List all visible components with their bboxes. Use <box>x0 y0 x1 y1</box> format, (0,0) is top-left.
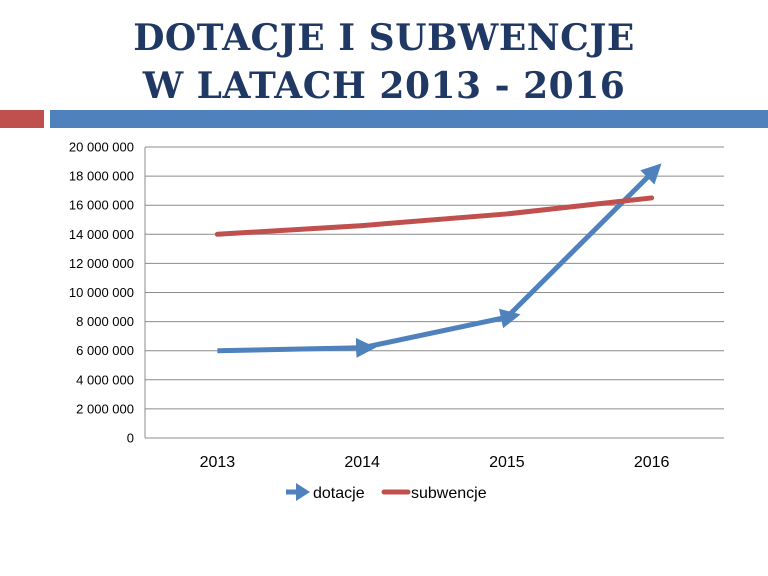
legend-label-dotacje: dotacje <box>313 485 365 502</box>
x-tick-label: 2015 <box>489 454 525 471</box>
accent-bar-left <box>0 110 44 128</box>
series-dotacje-segment <box>217 337 377 358</box>
y-tick-label: 0 <box>127 431 134 446</box>
y-tick-label: 14 000 000 <box>69 227 134 242</box>
y-tick-label: 2 000 000 <box>76 401 134 416</box>
title-line-2: W LATACH 2013 - 2016 <box>142 65 626 107</box>
y-tick-label: 10 000 000 <box>69 285 134 300</box>
x-tick-label: 2014 <box>344 454 380 471</box>
y-tick-label: 12 000 000 <box>69 256 134 271</box>
y-tick-label: 16 000 000 <box>69 198 134 213</box>
title-line-1: DOTACJE I SUBWENCJE <box>133 17 635 59</box>
y-tick-label: 18 000 000 <box>69 169 134 184</box>
x-tick-label: 2016 <box>634 454 670 471</box>
y-tick-label: 6 000 000 <box>76 343 134 358</box>
series-dotacje-segment <box>361 308 521 351</box>
slide-title: DOTACJE I SUBWENCJE W LATACH 2013 - 2016 <box>0 14 768 110</box>
y-tick-label: 8 000 000 <box>76 314 134 329</box>
x-tick-label: 2013 <box>200 454 236 471</box>
y-tick-label: 20 000 000 <box>69 140 134 155</box>
accent-bar-right <box>50 110 768 128</box>
series-subwencje-line <box>214 195 655 237</box>
legend-label-subwencje: subwencje <box>411 485 487 502</box>
y-tick-label: 4 000 000 <box>76 372 134 387</box>
series-dotacje-segment <box>505 163 662 320</box>
legend-arrow-icon <box>296 483 310 501</box>
